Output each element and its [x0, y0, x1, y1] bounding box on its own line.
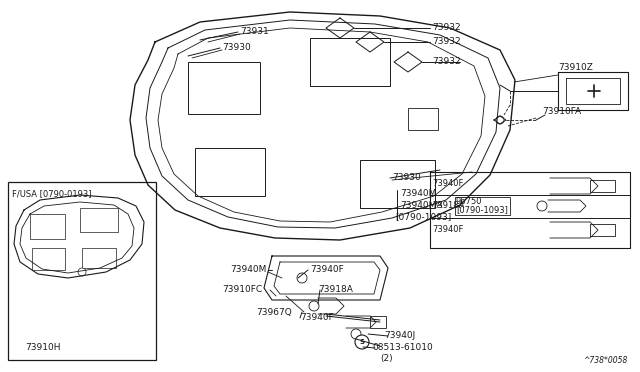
- Text: 73940MA: 73940MA: [400, 201, 442, 209]
- Text: (2): (2): [380, 353, 392, 362]
- Bar: [8, 182, 156, 360]
- Circle shape: [355, 335, 369, 349]
- Bar: [370, 316, 386, 328]
- Text: 73918A: 73918A: [432, 202, 465, 211]
- Text: 96750: 96750: [456, 198, 483, 206]
- Bar: [32, 248, 65, 270]
- Bar: [590, 180, 615, 192]
- Text: 73967Q: 73967Q: [256, 308, 292, 317]
- Text: 73910FA: 73910FA: [542, 108, 581, 116]
- Bar: [80, 208, 118, 232]
- Circle shape: [297, 273, 307, 283]
- Text: 08513-61010: 08513-61010: [372, 343, 433, 353]
- Circle shape: [78, 268, 86, 276]
- Bar: [455, 197, 510, 215]
- Bar: [408, 108, 438, 130]
- Text: 73910H: 73910H: [25, 343, 61, 353]
- Text: [0790-1093]: [0790-1093]: [456, 205, 508, 215]
- Text: 73940J: 73940J: [384, 331, 415, 340]
- Bar: [590, 224, 615, 236]
- Text: 73940F: 73940F: [310, 266, 344, 275]
- Text: 73932: 73932: [432, 58, 461, 67]
- Bar: [310, 38, 390, 86]
- Bar: [188, 62, 260, 114]
- Text: 73932: 73932: [432, 38, 461, 46]
- Bar: [195, 148, 265, 196]
- Text: ^738*0058: ^738*0058: [584, 356, 628, 365]
- Bar: [360, 160, 435, 208]
- Text: 73940M: 73940M: [230, 266, 266, 275]
- Text: 73940M: 73940M: [400, 189, 436, 198]
- Text: [0790-1093]: [0790-1093]: [395, 212, 451, 221]
- Text: 73910Z: 73910Z: [558, 64, 593, 73]
- Text: S: S: [360, 339, 365, 345]
- Text: 73940F: 73940F: [300, 314, 333, 323]
- Text: 73932: 73932: [432, 23, 461, 32]
- Bar: [30, 214, 65, 239]
- Text: 73930: 73930: [222, 44, 251, 52]
- Circle shape: [309, 301, 319, 311]
- Circle shape: [496, 116, 504, 124]
- Text: 73930: 73930: [392, 173, 420, 183]
- Text: 73940F: 73940F: [432, 225, 463, 234]
- Text: 73918A: 73918A: [318, 285, 353, 295]
- Bar: [82, 248, 116, 268]
- Text: 73931: 73931: [240, 28, 269, 36]
- Text: 73910FC: 73910FC: [222, 285, 262, 295]
- Text: F/USA [0790-0193]: F/USA [0790-0193]: [12, 189, 92, 199]
- Circle shape: [351, 329, 361, 339]
- Text: 73940F: 73940F: [432, 179, 463, 187]
- Circle shape: [537, 201, 547, 211]
